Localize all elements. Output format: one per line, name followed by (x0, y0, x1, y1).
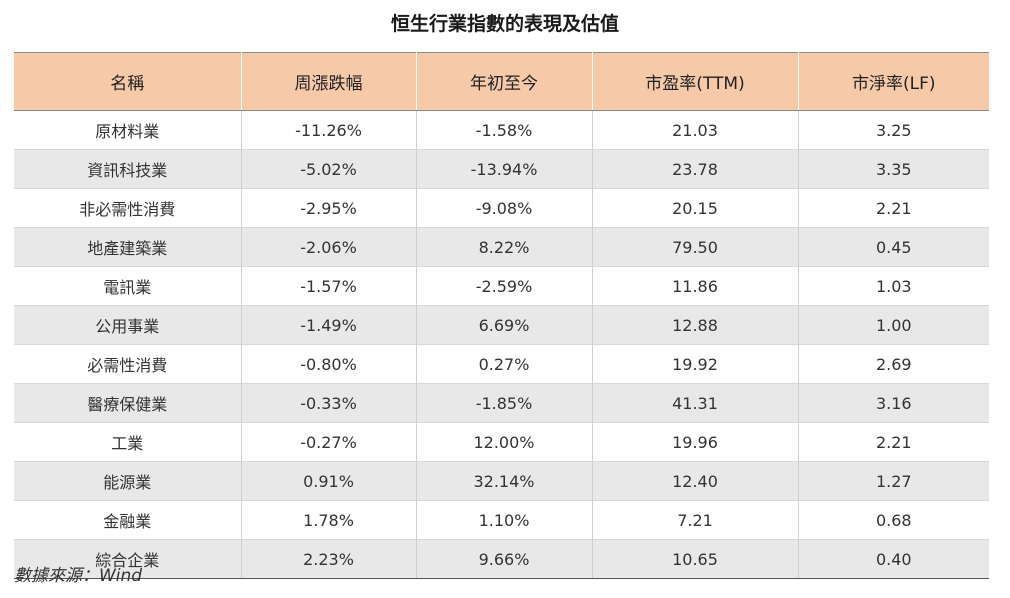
cell-name: 金融業 (14, 500, 242, 540)
cell-name: 資訊科技業 (14, 149, 242, 189)
table-row: 必需性消費 -0.80% 0.27% 19.92 2.69 (14, 344, 989, 384)
cell-pe-ttm: 7.21 (592, 500, 799, 540)
cell-pb-lf: 1.03 (798, 266, 989, 306)
cell-ytd: -9.08% (416, 188, 593, 228)
cell-pe-ttm: 21.03 (592, 110, 799, 150)
cell-pe-ttm: 10.65 (592, 539, 799, 579)
cell-pb-lf: 0.40 (798, 539, 989, 579)
cell-weekly-change: -11.26% (241, 110, 417, 150)
cell-weekly-change: -0.27% (241, 422, 417, 462)
cell-weekly-change: 0.91% (241, 461, 417, 501)
cell-weekly-change: -1.49% (241, 305, 417, 345)
cell-ytd: 32.14% (416, 461, 593, 501)
cell-pe-ttm: 23.78 (592, 149, 799, 189)
source-note: 數據來源：Wind (14, 566, 143, 586)
cell-pb-lf: 3.35 (798, 149, 989, 189)
cell-weekly-change: 2.23% (241, 539, 417, 579)
cell-name: 電訊業 (14, 266, 242, 306)
table-row: 能源業 0.91% 32.14% 12.40 1.27 (14, 461, 989, 501)
table-row: 原材料業 -11.26% -1.58% 21.03 3.25 (14, 110, 989, 150)
cell-pb-lf: 0.45 (798, 227, 989, 267)
cell-ytd: -2.59% (416, 266, 593, 306)
table-row: 綜合企業 2.23% 9.66% 10.65 0.40 (14, 539, 989, 579)
cell-pb-lf: 0.68 (798, 500, 989, 540)
cell-ytd: -13.94% (416, 149, 593, 189)
cell-ytd: 12.00% (416, 422, 593, 462)
cell-pb-lf: 2.21 (798, 188, 989, 228)
cell-name: 必需性消費 (14, 344, 242, 384)
cell-pe-ttm: 19.92 (592, 344, 799, 384)
cell-name: 工業 (14, 422, 242, 462)
cell-weekly-change: -0.80% (241, 344, 417, 384)
cell-name: 能源業 (14, 461, 242, 501)
cell-pe-ttm: 12.40 (592, 461, 799, 501)
table-row: 非必需性消費 -2.95% -9.08% 20.15 2.21 (14, 188, 989, 228)
cell-pe-ttm: 12.88 (592, 305, 799, 345)
header-pe-ttm: 市盈率(TTM) (592, 52, 799, 111)
cell-weekly-change: -0.33% (241, 383, 417, 423)
table-row: 資訊科技業 -5.02% -13.94% 23.78 3.35 (14, 149, 989, 189)
cell-pb-lf: 2.69 (798, 344, 989, 384)
sector-index-table: 名稱 周漲跌幅 年初至今 市盈率(TTM) 市淨率(LF) 原材料業 -11.26… (14, 52, 989, 579)
cell-name: 原材料業 (14, 110, 242, 150)
cell-name: 非必需性消費 (14, 188, 242, 228)
cell-ytd: -1.58% (416, 110, 593, 150)
cell-weekly-change: -5.02% (241, 149, 417, 189)
cell-pe-ttm: 11.86 (592, 266, 799, 306)
cell-pb-lf: 3.16 (798, 383, 989, 423)
cell-weekly-change: -2.95% (241, 188, 417, 228)
cell-pe-ttm: 79.50 (592, 227, 799, 267)
table-row: 醫療保健業 -0.33% -1.85% 41.31 3.16 (14, 383, 989, 423)
header-weekly-change: 周漲跌幅 (241, 52, 417, 111)
cell-weekly-change: 1.78% (241, 500, 417, 540)
header-row: 名稱 周漲跌幅 年初至今 市盈率(TTM) 市淨率(LF) (14, 52, 989, 111)
cell-pe-ttm: 41.31 (592, 383, 799, 423)
table-row: 電訊業 -1.57% -2.59% 11.86 1.03 (14, 266, 989, 306)
header-pb-lf: 市淨率(LF) (798, 52, 989, 111)
cell-name: 醫療保健業 (14, 383, 242, 423)
table-row: 地產建築業 -2.06% 8.22% 79.50 0.45 (14, 227, 989, 267)
cell-ytd: 1.10% (416, 500, 593, 540)
cell-ytd: 9.66% (416, 539, 593, 579)
table-row: 金融業 1.78% 1.10% 7.21 0.68 (14, 500, 989, 540)
cell-ytd: -1.85% (416, 383, 593, 423)
table-row: 公用事業 -1.49% 6.69% 12.88 1.00 (14, 305, 989, 345)
cell-pb-lf: 3.25 (798, 110, 989, 150)
cell-name: 地產建築業 (14, 227, 242, 267)
header-ytd: 年初至今 (416, 52, 593, 111)
table-title: 恒生行業指數的表現及估值 (390, 13, 619, 35)
cell-pe-ttm: 20.15 (592, 188, 799, 228)
cell-ytd: 6.69% (416, 305, 593, 345)
cell-pb-lf: 1.00 (798, 305, 989, 345)
cell-weekly-change: -1.57% (241, 266, 417, 306)
cell-ytd: 8.22% (416, 227, 593, 267)
cell-ytd: 0.27% (416, 344, 593, 384)
cell-pe-ttm: 19.96 (592, 422, 799, 462)
cell-name: 公用事業 (14, 305, 242, 345)
cell-pb-lf: 1.27 (798, 461, 989, 501)
cell-pb-lf: 2.21 (798, 422, 989, 462)
cell-weekly-change: -2.06% (241, 227, 417, 267)
table-row: 工業 -0.27% 12.00% 19.96 2.21 (14, 422, 989, 462)
cell-name: 綜合企業 (14, 539, 242, 579)
header-name: 名稱 (14, 52, 242, 111)
